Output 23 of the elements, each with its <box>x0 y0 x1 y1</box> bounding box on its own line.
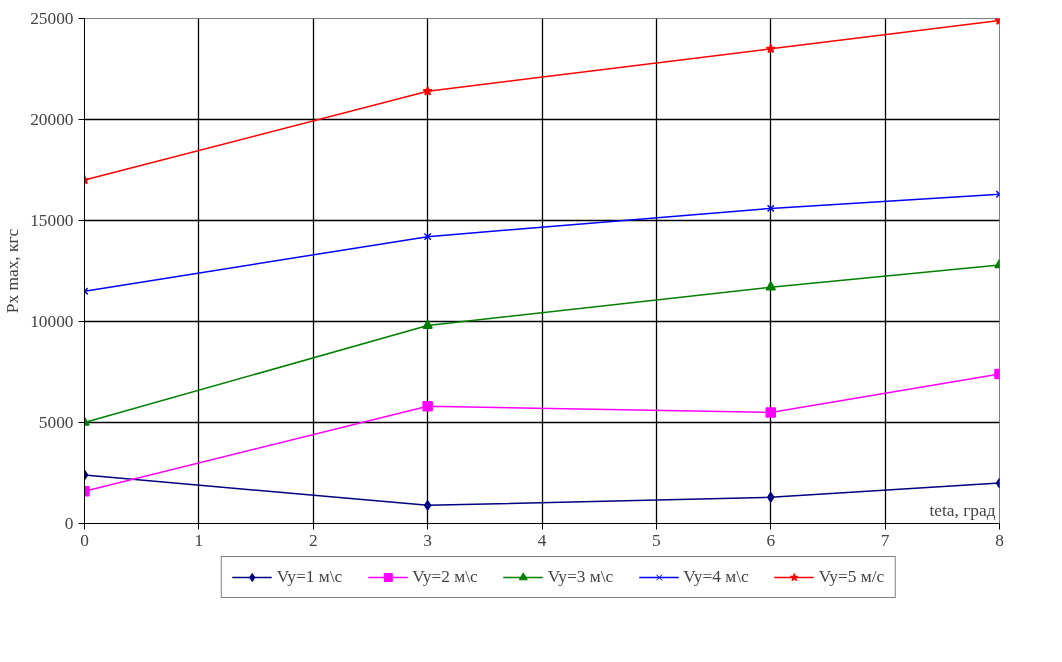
y-tick-label: 15000 <box>30 211 74 230</box>
x-tick-label: 8 <box>995 530 1004 550</box>
x-tick-label: 0 <box>80 530 89 550</box>
x-axis-title: teta, град <box>929 500 996 520</box>
y-tick-label: 25000 <box>30 9 74 28</box>
legend-label: Vy=3 м\с <box>547 567 614 587</box>
y-tick-label: 20000 <box>30 110 74 129</box>
x-tick-label: 6 <box>766 530 776 550</box>
x-tick-label: 2 <box>308 530 318 550</box>
x-tick-label: 7 <box>880 530 890 550</box>
legend-label: Vy=2 м\с <box>412 567 478 587</box>
y-tick-label: 10000 <box>30 312 74 331</box>
x-tick-label: 5 <box>652 530 661 550</box>
x-tick-label: 3 <box>423 530 432 550</box>
y-tick-label: 5000 <box>38 413 74 432</box>
x-tick-label: 1 <box>194 530 204 550</box>
legend-label: Vy=4 м\с <box>683 567 749 587</box>
y-tick-label: 0 <box>64 514 74 533</box>
point <box>423 232 432 241</box>
y-axis-title: Px max, кгс <box>3 228 23 314</box>
legend-label: Vy=1 м\с <box>276 567 343 587</box>
legend-label: Vy=5 м/с <box>818 567 885 587</box>
x-tick-label: 4 <box>537 530 547 550</box>
